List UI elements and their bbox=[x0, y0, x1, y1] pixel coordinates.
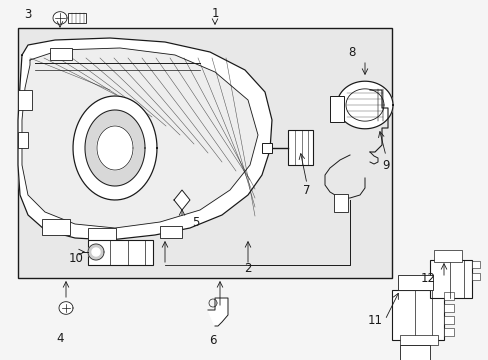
Bar bbox=[262, 143, 271, 153]
Bar bbox=[42, 219, 70, 235]
Bar bbox=[433, 250, 461, 262]
Bar bbox=[443, 292, 453, 300]
Polygon shape bbox=[85, 110, 145, 186]
Bar bbox=[18, 28, 391, 278]
Text: 3: 3 bbox=[24, 8, 32, 21]
Bar bbox=[333, 194, 347, 212]
Polygon shape bbox=[22, 48, 258, 228]
Polygon shape bbox=[18, 38, 271, 240]
Bar bbox=[68, 13, 86, 23]
Bar bbox=[50, 48, 72, 60]
Bar bbox=[160, 226, 182, 238]
Text: 2: 2 bbox=[244, 261, 251, 275]
Bar bbox=[443, 328, 453, 336]
Bar bbox=[399, 345, 429, 360]
Bar bbox=[287, 130, 312, 165]
Bar bbox=[18, 90, 32, 110]
Polygon shape bbox=[92, 248, 100, 256]
Bar bbox=[471, 261, 479, 268]
Text: 1: 1 bbox=[211, 6, 218, 19]
Polygon shape bbox=[73, 96, 157, 200]
Polygon shape bbox=[59, 302, 73, 314]
Polygon shape bbox=[174, 190, 190, 210]
Bar bbox=[88, 228, 116, 242]
Polygon shape bbox=[336, 81, 392, 129]
Polygon shape bbox=[53, 12, 67, 24]
Bar bbox=[329, 96, 343, 122]
Bar bbox=[471, 273, 479, 280]
Polygon shape bbox=[97, 126, 133, 170]
Bar bbox=[429, 260, 471, 298]
Text: 4: 4 bbox=[56, 332, 63, 345]
Text: 11: 11 bbox=[367, 314, 382, 327]
Bar bbox=[18, 132, 28, 148]
Polygon shape bbox=[88, 244, 104, 260]
Bar bbox=[443, 304, 453, 312]
Text: 5: 5 bbox=[192, 216, 199, 229]
Text: 10: 10 bbox=[68, 252, 83, 265]
Text: 6: 6 bbox=[209, 333, 216, 346]
Text: 12: 12 bbox=[420, 271, 435, 284]
Text: 9: 9 bbox=[382, 158, 389, 171]
Polygon shape bbox=[207, 298, 227, 326]
Text: 8: 8 bbox=[347, 45, 355, 59]
Text: 7: 7 bbox=[303, 184, 310, 197]
Bar bbox=[391, 290, 443, 340]
Bar bbox=[397, 275, 432, 290]
Bar bbox=[443, 316, 453, 324]
Bar bbox=[88, 240, 153, 265]
Bar bbox=[399, 335, 437, 345]
